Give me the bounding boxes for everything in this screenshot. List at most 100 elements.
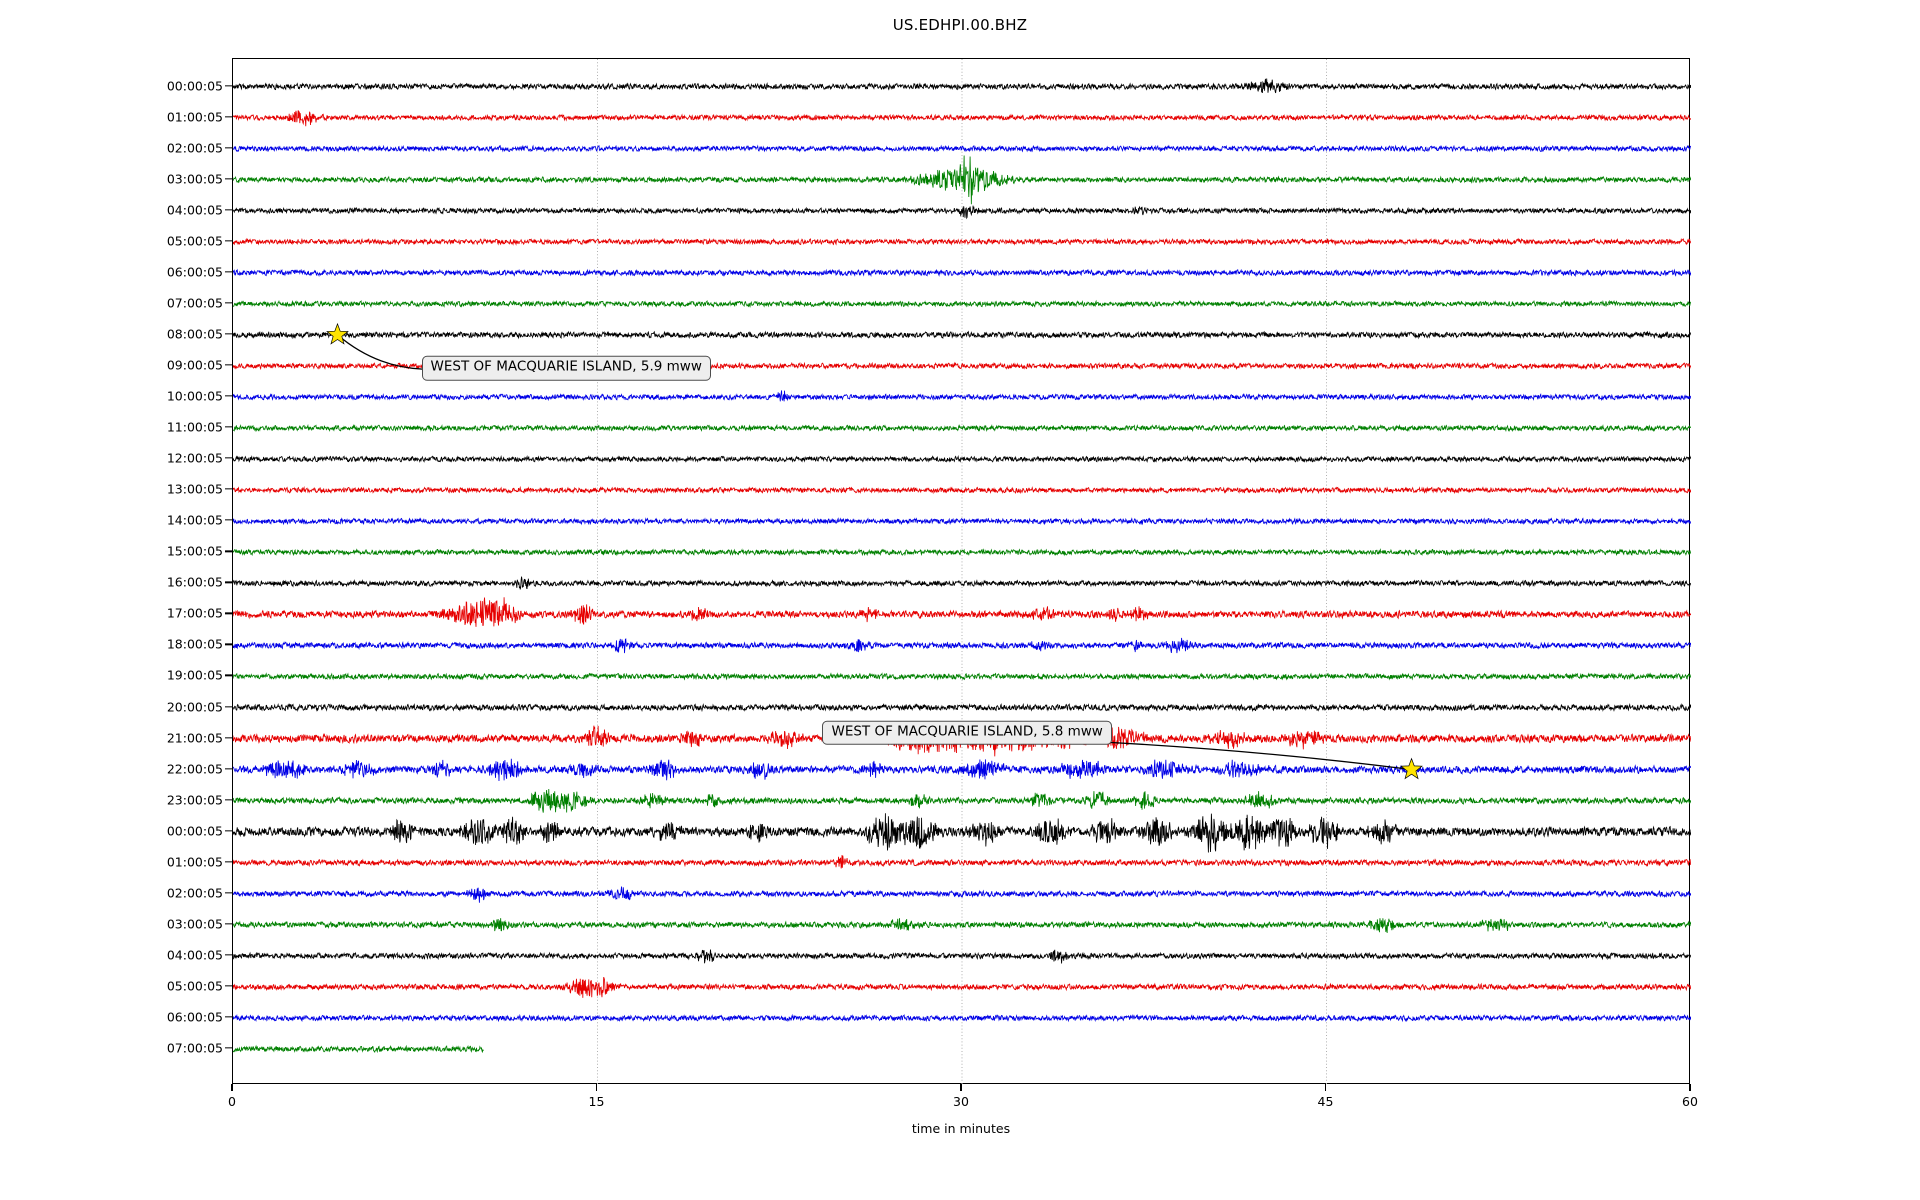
y-tick-label-8: 08:00:05 [166,326,223,342]
trace-4 [233,205,1691,220]
y-tick-label-7: 07:00:05 [166,295,223,311]
y-tick-label-4: 04:00:05 [166,202,223,218]
trace-14 [233,517,1691,526]
leader-line-0 [337,334,423,370]
event-star-marker-1[interactable] [1400,757,1423,780]
x-tick-label-45: 45 [1317,1094,1334,1109]
x-tick-label-0: 0 [228,1094,236,1109]
trace-1 [233,110,1691,127]
trace-26 [233,886,1691,903]
trace-16 [233,576,1691,590]
trace-7 [233,299,1691,308]
trace-11 [233,424,1691,433]
y-tick-mark-2 [225,146,232,149]
y-tick-label-23: 23:00:05 [166,792,223,808]
y-tick-label-28: 04:00:05 [166,947,223,963]
y-tick-label-3: 03:00:05 [166,171,223,187]
y-tick-label-11: 11:00:05 [166,419,223,435]
y-tick-mark-7 [225,302,232,304]
y-tick-mark-26 [225,892,232,894]
trace-13 [233,485,1691,495]
gridlines [597,59,1327,1085]
y-tick-mark-25 [225,861,232,863]
x-tick-label-60: 60 [1682,1094,1698,1109]
y-tick-mark-16 [225,581,232,583]
trace-5 [233,237,1691,246]
trace-15 [233,548,1691,557]
y-tick-mark-23 [225,798,232,801]
y-tick-mark-6 [225,271,232,273]
y-tick-label-0: 00:00:05 [166,78,223,93]
trace-25 [233,855,1691,869]
y-tick-mark-8 [225,333,232,335]
trace-10 [233,390,1691,402]
trace-27 [233,918,1691,934]
y-tick-mark-17 [225,612,232,614]
y-tick-label-18: 18:00:05 [166,636,223,652]
x-tick-mark-60 [1689,1084,1691,1091]
y-tick-mark-18 [225,643,232,646]
trace-6 [233,268,1691,278]
y-tick-mark-21 [225,736,232,739]
trace-28 [233,949,1691,964]
trace-8 [233,330,1691,340]
trace-17 [233,597,1691,627]
y-tick-label-2: 02:00:05 [166,140,223,156]
trace-3 [233,155,1691,205]
y-tick-label-26: 02:00:05 [166,885,223,901]
y-tick-mark-12 [225,457,232,459]
x-tick-mark-0 [231,1084,233,1091]
trace-22 [233,758,1691,781]
y-tick-label-10: 10:00:05 [166,388,223,404]
y-tick-mark-22 [225,767,232,770]
y-tick-mark-15 [225,550,232,552]
y-tick-label-5: 05:00:05 [166,233,223,249]
y-tick-label-1: 01:00:05 [166,109,223,125]
y-tick-label-30: 06:00:05 [166,1009,223,1025]
y-tick-label-9: 09:00:05 [166,357,223,373]
trace-19 [233,672,1691,681]
trace-31 [233,1044,484,1054]
y-tick-mark-4 [225,209,232,211]
y-tick-mark-1 [225,115,232,118]
y-tick-mark-14 [225,519,232,521]
event-annotation-label-0[interactable]: WEST OF MACQUARIE ISLAND, 5.9 mww [421,355,711,381]
trace-24 [233,813,1691,853]
x-tick-label-15: 15 [588,1094,605,1109]
y-tick-label-14: 14:00:05 [166,512,223,528]
y-tick-mark-24 [225,830,232,832]
trace-20 [233,702,1691,713]
trace-18 [233,637,1691,654]
y-tick-label-6: 06:00:05 [166,264,223,280]
trace-2 [233,144,1691,153]
y-tick-mark-9 [225,364,232,366]
y-tick-mark-10 [225,395,232,397]
y-tick-label-19: 19:00:05 [166,667,223,683]
y-tick-label-31: 07:00:05 [166,1040,223,1056]
x-axis-label: time in minutes [911,1121,1011,1136]
y-tick-mark-30 [225,1016,232,1018]
y-tick-label-17: 17:00:05 [166,605,223,621]
event-star-markers [326,322,1423,780]
y-tick-label-27: 03:00:05 [166,916,223,932]
event-annotation-label-1[interactable]: WEST OF MACQUARIE ISLAND, 5.8 mww [822,720,1112,746]
y-tick-label-24: 00:00:05 [166,823,223,839]
plot-area [232,58,1691,1085]
y-tick-mark-0 [225,84,232,87]
y-tick-label-29: 05:00:05 [166,978,223,994]
y-tick-mark-29 [225,985,232,987]
x-tick-mark-45 [1324,1084,1327,1091]
y-tick-mark-3 [225,177,232,180]
x-tick-label-30: 30 [953,1094,969,1109]
trace-0 [233,78,1691,94]
y-tick-label-20: 20:00:05 [166,699,223,714]
plot-svg [233,59,1691,1085]
trace-23 [233,789,1691,813]
y-tick-label-13: 13:00:05 [166,481,223,497]
y-tick-label-16: 16:00:05 [166,574,223,590]
trace-30 [233,1013,1691,1023]
page-title: US.EDHPI.00.BHZ [892,16,1028,34]
y-tick-mark-20 [225,705,232,708]
event-star-marker-0[interactable] [326,322,349,345]
